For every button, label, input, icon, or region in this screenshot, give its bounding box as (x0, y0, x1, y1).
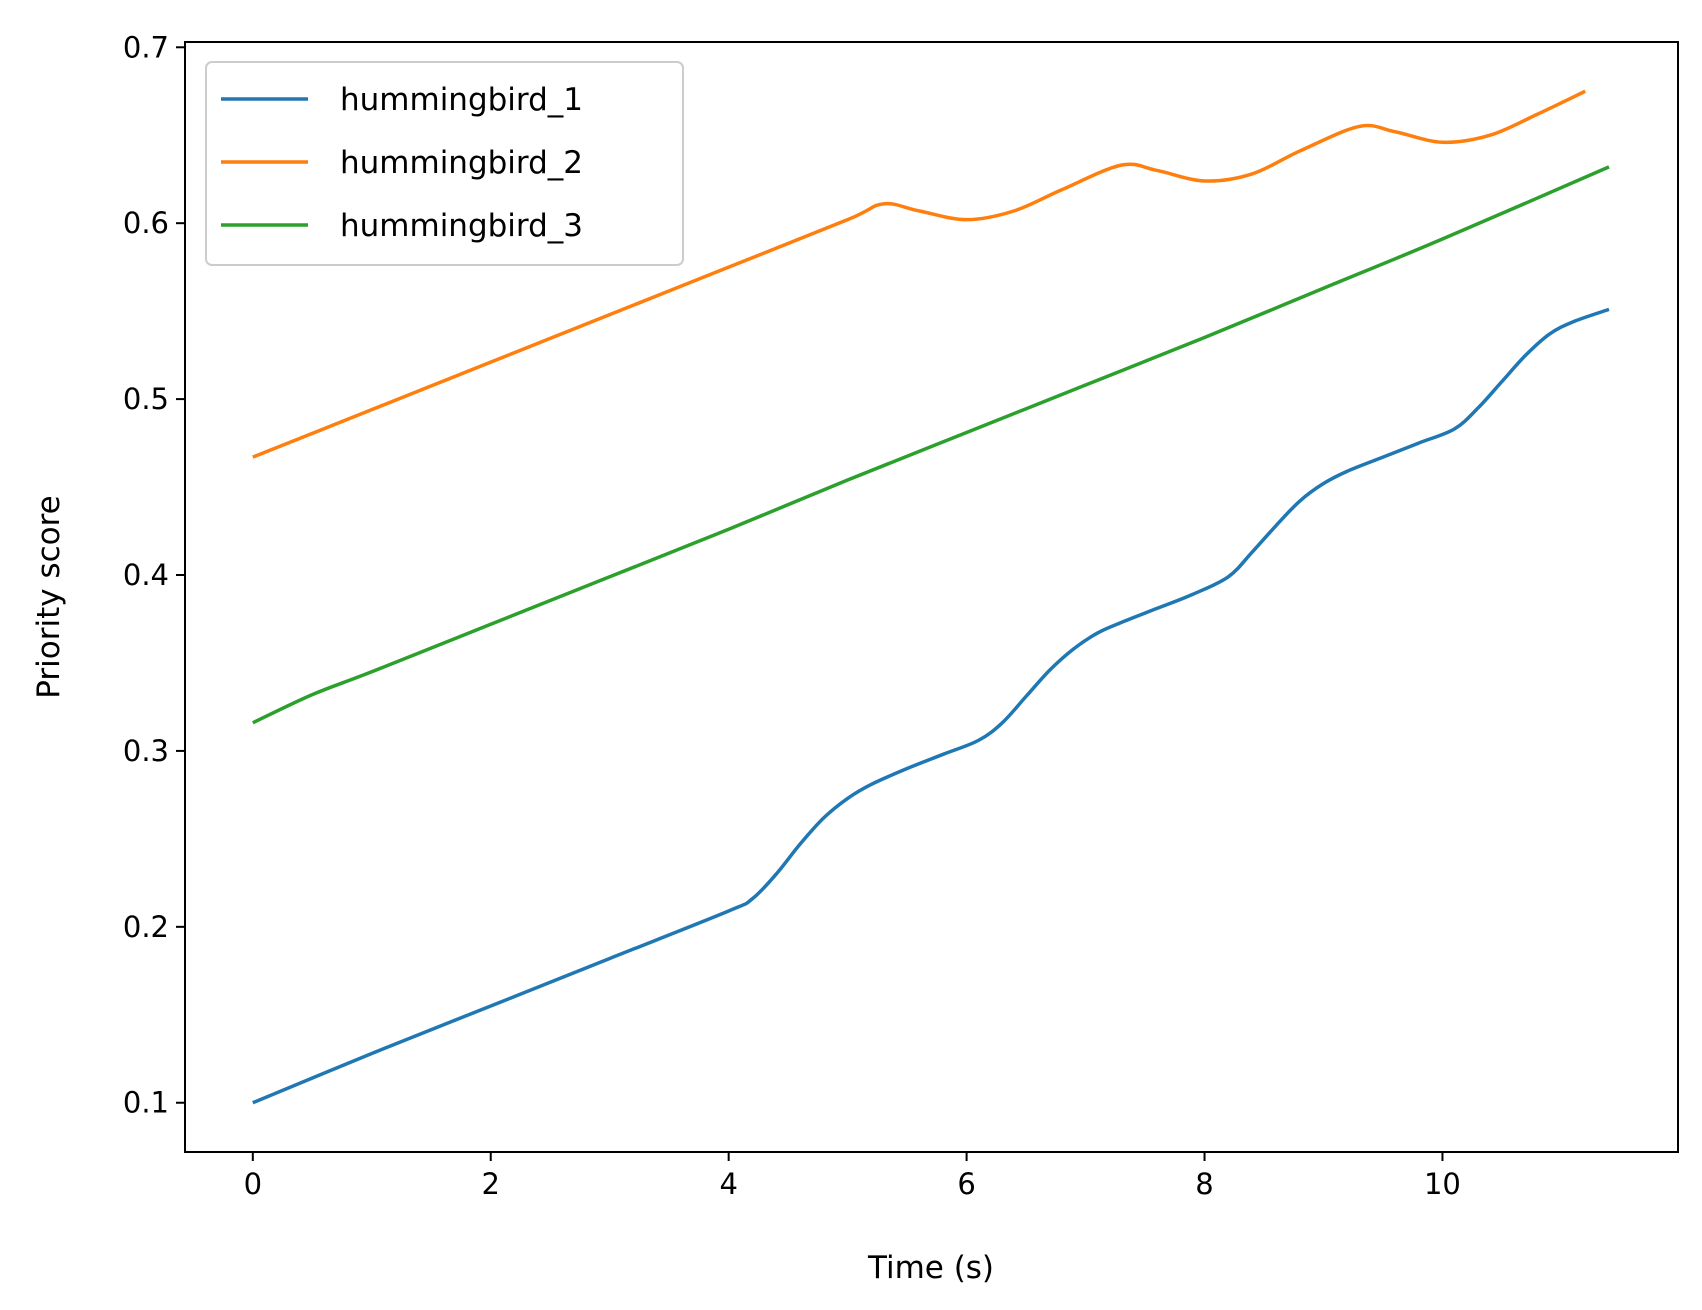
x-tick-label: 6 (957, 1167, 975, 1201)
y-tick-label: 0.5 (123, 382, 169, 416)
series-line-hummingbird_3 (252, 165, 1610, 725)
y-tick-label: 0.2 (123, 910, 169, 944)
y-tick-label: 0.3 (123, 734, 169, 768)
x-tick-label: 8 (1195, 1167, 1213, 1201)
x-axis-ticks: 0 2 4 6 8 10 (244, 1152, 1461, 1201)
legend-label: hummingbird_2 (340, 145, 583, 181)
x-tick-label: 10 (1424, 1167, 1461, 1201)
y-tick-label: 0.4 (123, 558, 169, 592)
y-tick-label: 0.6 (123, 206, 169, 240)
legend-label: hummingbird_3 (340, 208, 583, 244)
legend-box (205, 61, 684, 266)
series-layer (252, 89, 1610, 1105)
series-line-hummingbird_1 (252, 307, 1610, 1105)
axes-frame (184, 41, 1679, 1153)
series-line-hummingbird_2 (252, 89, 1586, 459)
y-tick-label: 0.1 (123, 1086, 169, 1120)
x-axis-label: Time (s) (867, 1250, 994, 1286)
legend: hummingbird_1 hummingbird_2 hummingbird_3 (205, 61, 684, 266)
x-tick-label: 0 (244, 1167, 262, 1201)
x-tick-label: 4 (719, 1167, 737, 1201)
y-axis-label: Priority score (31, 495, 67, 698)
y-tick-label: 0.7 (123, 30, 169, 64)
y-axis-ticks: 0.1 0.2 0.3 0.4 0.5 0.6 0.7 (123, 30, 185, 1120)
legend-label: hummingbird_1 (340, 82, 583, 118)
x-tick-label: 2 (482, 1167, 500, 1201)
